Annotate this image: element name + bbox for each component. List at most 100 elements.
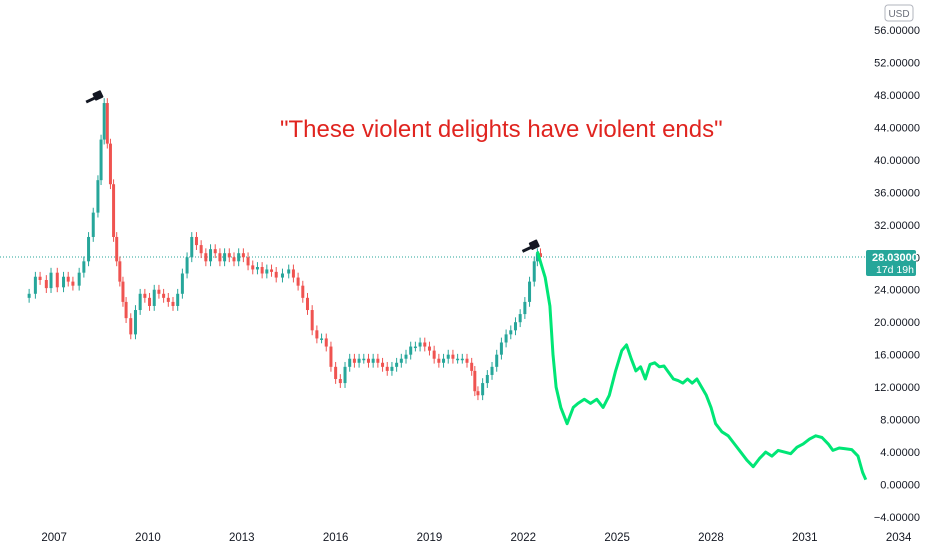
candle-body: [166, 297, 170, 302]
candle-body: [381, 362, 385, 367]
candle-body: [138, 293, 142, 311]
candle-body: [390, 366, 394, 371]
y-tick-label: 36.00000: [874, 187, 920, 199]
candle-body: [539, 253, 542, 258]
candle-body: [62, 276, 66, 288]
annotation-text: "These violent delights have violent end…: [280, 116, 723, 143]
x-tick-label: 2031: [792, 532, 818, 544]
x-axis[interactable]: 2007 2010 2013 2016 2019 2022 2025 2028 2031 2034: [41, 532, 912, 544]
candle-body: [385, 366, 389, 371]
currency-badge[interactable]: USD: [884, 4, 914, 22]
candle-body: [185, 257, 189, 274]
candle-body: [237, 253, 241, 262]
y-tick-label: 40.00000: [874, 155, 920, 167]
current-price-value: 28.03000: [872, 252, 918, 264]
candle-body: [320, 338, 324, 340]
candle-body: [465, 358, 469, 363]
candle-body: [152, 289, 156, 306]
candle-body: [523, 301, 527, 315]
candle-body: [33, 276, 37, 294]
y-tick-label: 4.00000: [880, 447, 920, 459]
candle-body: [371, 358, 375, 363]
candle-body: [456, 358, 460, 361]
y-tick-label: 52.00000: [874, 57, 920, 69]
x-tick-label: 2016: [323, 532, 349, 544]
candle-body: [532, 261, 536, 282]
candle-body: [108, 143, 112, 185]
candle-body: [87, 236, 91, 262]
candle-body: [338, 379, 342, 384]
candle-body: [357, 358, 361, 363]
candle-body: [518, 314, 522, 323]
current-price-label: 28.03000 17d 19h: [866, 250, 918, 277]
candle-body: [509, 330, 513, 335]
candle-body: [96, 180, 100, 213]
gavel-handle: [521, 245, 533, 253]
candle-body: [413, 346, 417, 349]
candle-body: [223, 253, 227, 262]
candle-series: [27, 98, 542, 401]
candle-body: [157, 289, 161, 294]
x-tick-label: 2013: [229, 532, 255, 544]
candle-body: [310, 310, 314, 331]
candle-body: [213, 249, 217, 254]
candle-body: [315, 330, 319, 339]
candle-body: [305, 297, 309, 311]
candle-body: [199, 245, 203, 254]
currency-label: USD: [888, 9, 909, 20]
x-tick-label: 2019: [417, 532, 443, 544]
candle-body: [535, 253, 539, 262]
candle-body: [270, 269, 274, 272]
candle-body: [274, 271, 278, 278]
candle-body: [504, 334, 508, 343]
candle-body: [481, 383, 485, 396]
y-tick-label: 32.00000: [874, 220, 920, 232]
candle-body: [71, 281, 75, 286]
candle-body: [133, 310, 137, 335]
candle-body: [291, 269, 295, 278]
candle-body: [460, 358, 464, 361]
y-axis[interactable]: 56.00000 52.00000 48.00000 44.00000 40.00000…: [874, 25, 920, 524]
projection-series: [535, 251, 868, 481]
candle-body: [399, 358, 403, 363]
candle-body: [366, 358, 370, 363]
candle-body: [232, 257, 236, 262]
candle-body: [437, 358, 441, 363]
candle-body: [409, 346, 413, 355]
candle-body: [490, 366, 494, 375]
candle-body: [251, 265, 255, 270]
x-tick-label: 2010: [135, 532, 161, 544]
candle-body: [82, 261, 86, 273]
annotation-icons: [85, 90, 540, 253]
y-tick-label: −4.00000: [874, 512, 920, 524]
candle-body: [255, 267, 259, 270]
x-tick-label: 2022: [511, 532, 537, 544]
candle-body: [352, 358, 356, 363]
candle-body: [176, 293, 180, 306]
candle-body: [118, 261, 122, 282]
y-tick-label: 44.00000: [874, 122, 920, 134]
candle-body: [348, 358, 352, 367]
projection-line: [535, 251, 868, 481]
candle-body: [287, 269, 291, 274]
candle-body: [227, 253, 231, 258]
y-tick-label: 56.00000: [874, 25, 920, 37]
candle-body: [204, 253, 208, 262]
gavel-icon: [85, 90, 104, 104]
candle-body: [129, 318, 133, 335]
candle-body: [528, 281, 532, 302]
y-tick-label: 12.00000: [874, 382, 920, 394]
gavel-icon: [521, 239, 540, 253]
candle-body: [180, 273, 184, 294]
candle-body: [194, 236, 198, 246]
candle-body: [418, 342, 422, 347]
y-tick-label: 8.00000: [880, 415, 920, 427]
candle-body: [404, 354, 408, 359]
candle-body: [296, 277, 300, 286]
candle-body: [260, 267, 264, 274]
candle-body: [442, 358, 446, 363]
x-tick-label: 2034: [886, 532, 912, 544]
y-tick-label: 20.00000: [874, 317, 920, 329]
candle-body: [190, 236, 194, 258]
